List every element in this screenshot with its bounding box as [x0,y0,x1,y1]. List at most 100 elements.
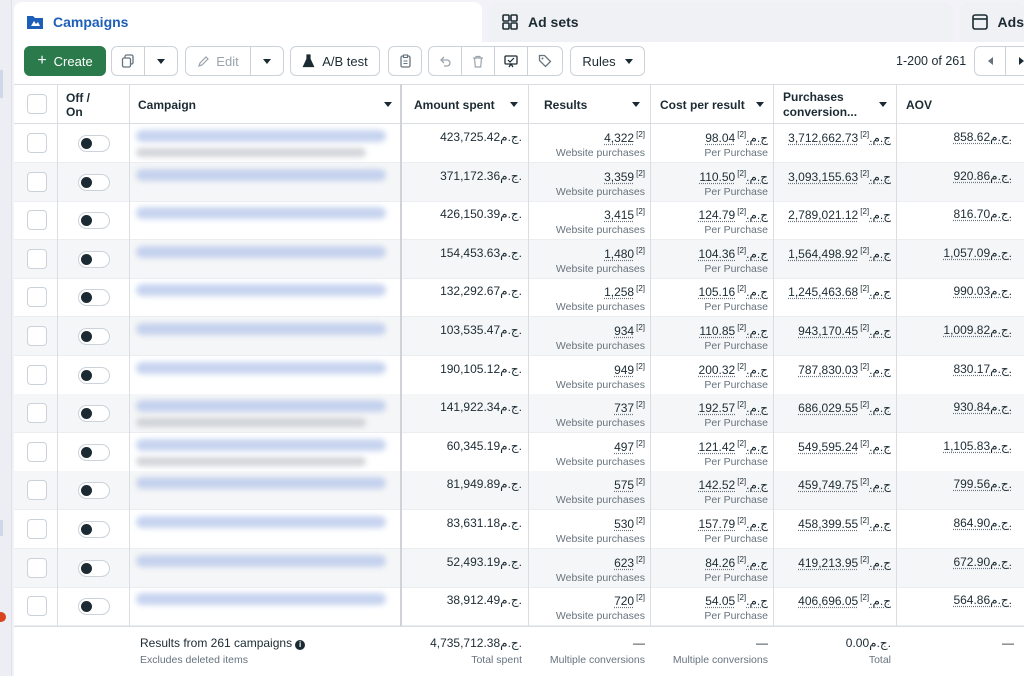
tab-ads[interactable]: Ads [960,2,1024,42]
aov-cell[interactable]: 1,057.09ج.م. [897,246,1012,260]
results-cell[interactable]: 737 [2] [529,400,645,415]
cost-per-result-cell[interactable]: 84.26ج.م.[2] [651,555,768,570]
campaign-toggle[interactable] [78,135,110,152]
results-cell[interactable]: 3,359 [2] [529,169,645,184]
next-page-button[interactable] [1005,46,1024,76]
campaign-name-redacted[interactable] [136,207,386,219]
aov-cell[interactable]: 864.90ج.م. [897,516,1012,530]
table-row[interactable]: 52,493.19ج.م. 623 [2] Website purchases 84.2… [14,549,1024,588]
col-aov[interactable]: AOV [896,85,1024,125]
cost-per-result-cell[interactable]: 121.42ج.م.[2] [651,439,768,454]
campaign-name-redacted[interactable] [136,323,386,335]
campaign-name-redacted[interactable] [136,400,386,412]
table-row[interactable]: 371,172.36ج.م. 3,359 [2] Website purchases 1… [14,163,1024,202]
campaign-name-redacted[interactable] [136,555,386,567]
preview-button[interactable] [494,46,528,76]
aov-cell[interactable]: 930.84ج.م. [897,400,1012,414]
purchases-conversion-cell[interactable]: 406,696.05ج.م.[2] [774,593,891,608]
table-row[interactable]: 154,453.63ج.م. 1,480 [2] Website purchases 1… [14,240,1024,279]
campaign-toggle[interactable] [78,482,110,499]
campaign-toggle[interactable] [78,251,110,268]
aov-cell[interactable]: 799.56ج.م. [897,477,1012,491]
aov-cell[interactable]: 816.70ج.م. [897,207,1012,221]
table-row[interactable]: 423,725.42ج.م. 4,322 [2] Website purchases 9… [14,124,1024,163]
campaign-toggle[interactable] [78,328,110,345]
row-checkbox[interactable] [27,172,47,192]
purchases-conversion-cell[interactable]: 943,170.45ج.م.[2] [774,323,891,338]
campaign-name-redacted[interactable] [136,362,386,374]
row-checkbox[interactable] [27,558,47,578]
aov-cell[interactable]: 672.90ج.م. [897,555,1012,569]
table-row[interactable]: 38,912.49ج.م. 720 [2] Website purchases 54.0… [14,587,1024,626]
campaign-toggle[interactable] [78,212,110,229]
col-amount-spent[interactable]: Amount spent [404,85,528,125]
rules-button[interactable]: Rules [570,46,645,76]
table-row[interactable]: 83,631.18ج.م. 530 [2] Website purchases 157.… [14,510,1024,549]
purchases-conversion-cell[interactable]: 458,399.55ج.م.[2] [774,516,891,531]
edit-button[interactable]: Edit [185,46,251,76]
duplicate-button[interactable] [111,46,145,76]
cost-per-result-cell[interactable]: 104.36ج.م.[2] [651,246,768,261]
purchases-conversion-cell[interactable]: 2,789,021.12ج.م.[2] [774,207,891,222]
row-checkbox[interactable] [27,519,47,539]
table-row[interactable]: 426,150.39ج.م. 3,415 [2] Website purchases 1… [14,201,1024,240]
table-row[interactable]: 190,105.12ج.م. 949 [2] Website purchases 200… [14,356,1024,395]
results-cell[interactable]: 530 [2] [529,516,645,531]
aov-cell[interactable]: 1,105.83ج.م. [897,439,1012,453]
purchases-conversion-cell[interactable]: 1,564,498.92ج.م.[2] [774,246,891,261]
col-campaign[interactable]: Campaign [128,85,402,125]
cost-per-result-cell[interactable]: 105.16ج.م.[2] [651,284,768,299]
aov-cell[interactable]: 990.03ج.م. [897,284,1012,298]
row-checkbox[interactable] [27,403,47,423]
cost-per-result-cell[interactable]: 157.79ج.م.[2] [651,516,768,531]
row-checkbox[interactable] [27,210,47,230]
undo-button[interactable] [428,46,462,76]
create-button[interactable]: + Create [24,46,106,76]
cost-per-result-cell[interactable]: 200.32ج.م.[2] [651,362,768,377]
table-row[interactable]: 141,922.34ج.م. 737 [2] Website purchases 192… [14,394,1024,433]
campaign-toggle[interactable] [78,405,110,422]
aov-cell[interactable]: 830.17ج.م. [897,362,1012,376]
aov-cell[interactable]: 1,009.82ج.م. [897,323,1012,337]
row-checkbox[interactable] [27,480,47,500]
purchases-conversion-cell[interactable]: 686,029.55ج.م.[2] [774,400,891,415]
cost-per-result-cell[interactable]: 142.52ج.م.[2] [651,477,768,492]
campaign-name-redacted[interactable] [136,477,386,489]
campaign-name-redacted[interactable] [136,169,386,181]
cost-per-result-cell[interactable]: 54.05ج.م.[2] [651,593,768,608]
results-cell[interactable]: 4,322 [2] [529,130,645,145]
tab-campaigns[interactable]: Campaigns [14,2,482,42]
purchases-conversion-cell[interactable]: 459,749.75ج.م.[2] [774,477,891,492]
row-checkbox[interactable] [27,287,47,307]
info-icon[interactable]: i [295,640,305,650]
cost-per-result-cell[interactable]: 110.85ج.م.[2] [651,323,768,338]
campaign-toggle[interactable] [78,521,110,538]
prev-page-button[interactable] [974,46,1006,76]
row-checkbox[interactable] [27,249,47,269]
campaign-name-redacted[interactable] [136,246,386,258]
purchases-conversion-cell[interactable]: 419,213.95ج.م.[2] [774,555,891,570]
campaign-name-redacted[interactable] [136,284,386,296]
campaign-toggle[interactable] [78,560,110,577]
row-checkbox[interactable] [27,365,47,385]
purchases-conversion-cell[interactable]: 787,830.03ج.م.[2] [774,362,891,377]
purchases-conversion-cell[interactable]: 3,093,155.63ج.م.[2] [774,169,891,184]
results-cell[interactable]: 623 [2] [529,555,645,570]
clipboard-button[interactable] [388,46,422,76]
col-results[interactable]: Results [534,85,650,125]
select-all-checkbox[interactable] [27,94,47,114]
aov-cell[interactable]: 858.62ج.م. [897,130,1012,144]
results-cell[interactable]: 3,415 [2] [529,207,645,222]
tag-button[interactable] [527,46,563,76]
row-checkbox[interactable] [27,596,47,616]
row-checkbox[interactable] [27,133,47,153]
delete-button[interactable] [461,46,495,76]
aov-cell[interactable]: 920.86ج.م. [897,169,1012,183]
duplicate-dropdown-button[interactable] [144,46,178,76]
row-checkbox[interactable] [27,326,47,346]
cost-per-result-cell[interactable]: 98.04ج.م.[2] [651,130,768,145]
results-cell[interactable]: 575 [2] [529,477,645,492]
edit-dropdown-button[interactable] [250,46,284,76]
campaign-name-redacted[interactable] [136,593,386,605]
results-cell[interactable]: 497 [2] [529,439,645,454]
